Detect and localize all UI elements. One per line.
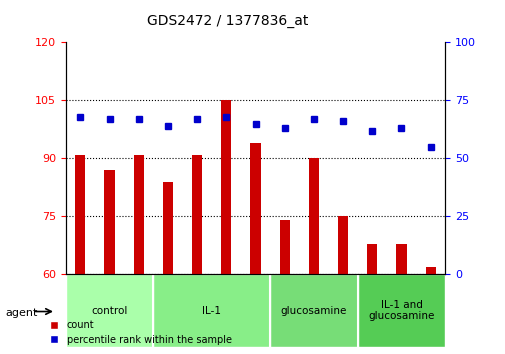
FancyBboxPatch shape <box>153 274 270 347</box>
Text: control: control <box>91 306 127 316</box>
Bar <box>308 159 318 274</box>
Bar <box>395 244 406 274</box>
Text: glucosamine: glucosamine <box>280 306 346 316</box>
Bar <box>250 143 260 274</box>
FancyBboxPatch shape <box>270 274 357 347</box>
Bar <box>337 216 347 274</box>
Text: IL-1 and
glucosamine: IL-1 and glucosamine <box>368 300 434 321</box>
Legend: count, percentile rank within the sample: count, percentile rank within the sample <box>45 316 235 349</box>
FancyBboxPatch shape <box>66 274 153 347</box>
Text: agent: agent <box>5 308 37 318</box>
Bar <box>133 155 143 274</box>
Bar <box>221 101 231 274</box>
Text: IL-1: IL-1 <box>202 306 221 316</box>
FancyBboxPatch shape <box>357 274 444 347</box>
Bar <box>104 170 115 274</box>
Text: GDS2472 / 1377836_at: GDS2472 / 1377836_at <box>147 14 308 28</box>
Bar <box>75 155 85 274</box>
Bar <box>192 155 202 274</box>
Bar <box>425 267 435 274</box>
Bar <box>367 244 377 274</box>
Bar <box>279 220 289 274</box>
Bar <box>163 182 173 274</box>
